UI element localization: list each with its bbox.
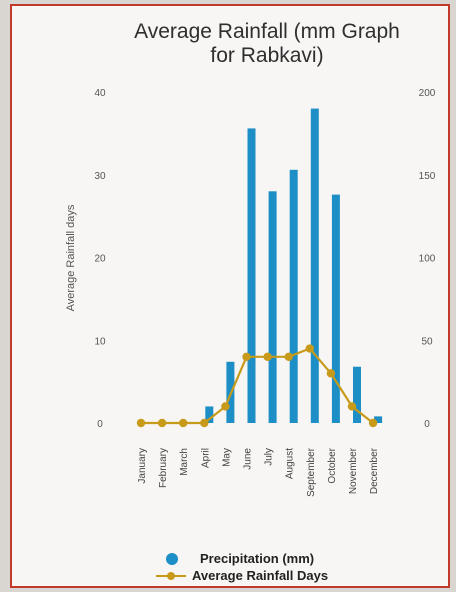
legend: Precipitation (mm) Average Rainfall Days bbox=[156, 550, 328, 584]
rainfall-days-point-may bbox=[221, 402, 230, 411]
x-tick-label: April bbox=[200, 448, 211, 468]
bar-april bbox=[205, 406, 214, 423]
chart-title: Average Rainfall (mm Graph for Rabkavi) bbox=[72, 20, 448, 68]
x-tick-label: November bbox=[348, 447, 359, 494]
chart-card: Average Rainfall (mm Graph for Rabkavi) bbox=[10, 4, 450, 588]
x-tick-label: June bbox=[243, 448, 254, 470]
legend-label-precipitation: Precipitation (mm) bbox=[200, 551, 315, 566]
left-axis-title: Average Rainfall days bbox=[65, 204, 77, 311]
rainfall-days-point-june bbox=[242, 352, 251, 361]
right-tick-label: 100 bbox=[419, 254, 436, 265]
legend-swatch-rainfall-days bbox=[156, 569, 186, 583]
rainfall-days-point-august bbox=[284, 352, 293, 361]
x-tick-label: December bbox=[369, 447, 380, 494]
legend-label-rainfall-days: Average Rainfall Days bbox=[192, 568, 329, 583]
right-tick-label: 150 bbox=[419, 171, 436, 182]
rainfall-days-point-december bbox=[368, 418, 378, 428]
bar-november bbox=[353, 366, 361, 423]
bar-october bbox=[331, 194, 340, 423]
bar-june bbox=[247, 128, 256, 423]
bar-july bbox=[268, 191, 277, 423]
chart-title-line-1: Average Rainfall (mm Graph bbox=[134, 20, 400, 43]
left-tick-label: 0 bbox=[97, 419, 103, 430]
x-tick-label: January bbox=[137, 448, 148, 484]
x-tick-label: September bbox=[306, 447, 317, 497]
x-tick-label: March bbox=[179, 448, 190, 476]
rainfall-days-point-march bbox=[179, 418, 188, 428]
x-tick-label: May bbox=[221, 448, 232, 467]
right-tick-label: 200 bbox=[419, 88, 436, 99]
legend-swatch-precipitation bbox=[166, 552, 178, 565]
x-tick-label: August bbox=[285, 448, 296, 479]
rainfall-days-point-july bbox=[263, 352, 272, 361]
rainfall-days-point-september bbox=[305, 344, 314, 353]
right-tick-label: 50 bbox=[421, 336, 433, 347]
right-tick-label: 0 bbox=[424, 419, 430, 430]
left-tick-label: 40 bbox=[94, 88, 106, 99]
x-tick-label: February bbox=[158, 448, 169, 488]
left-tick-label: 20 bbox=[94, 254, 106, 265]
x-tick-label: October bbox=[327, 447, 338, 483]
rainfall-days-point-october bbox=[326, 369, 336, 378]
left-tick-label: 10 bbox=[94, 336, 106, 347]
bar-august bbox=[289, 169, 298, 423]
rainfall-days-point-april bbox=[200, 418, 209, 428]
x-tick-label: July bbox=[264, 448, 275, 466]
bar-december bbox=[374, 416, 383, 423]
legend-item-precipitation: Precipitation (mm) bbox=[156, 550, 328, 567]
legend-item-rainfall-days: Average Rainfall Days bbox=[156, 567, 328, 584]
chart-title-line-2: for Rabkavi) bbox=[210, 44, 324, 67]
rainfall-days-point-february bbox=[157, 418, 167, 428]
rainfall-days-point-january bbox=[136, 418, 146, 428]
left-tick-label: 30 bbox=[94, 171, 106, 182]
bar-september bbox=[310, 108, 319, 424]
rainfall-days-point-november bbox=[347, 402, 357, 411]
